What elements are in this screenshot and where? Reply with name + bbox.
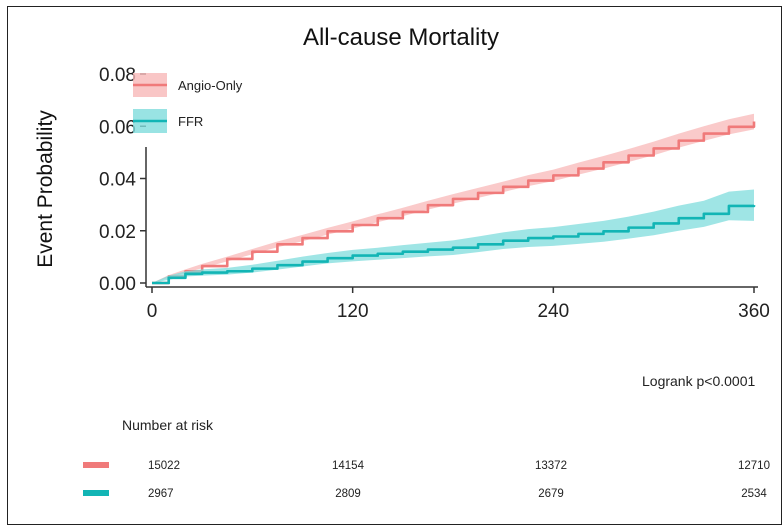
series-line-ffr	[152, 204, 756, 285]
risk-value-ffr: 2967	[148, 488, 174, 500]
x-tick-label: 120	[337, 301, 369, 322]
x-tick-label: 360	[738, 301, 770, 322]
plot-area	[152, 113, 756, 285]
risk-value-ffr: 2809	[335, 488, 361, 500]
series-line-angio-only	[152, 121, 756, 285]
risk-table-title: Number at risk	[122, 417, 214, 433]
y-tick-label: 0.06	[99, 117, 136, 138]
y-axis-label: Event Probability	[34, 110, 57, 268]
risk-value-angio-only: 12710	[738, 460, 770, 472]
risk-value-angio-only: 13372	[535, 460, 567, 472]
y-tick-label: 0.00	[99, 274, 136, 295]
risk-value-ffr: 2534	[741, 488, 767, 500]
logrank-annotation: Logrank p<0.0001	[642, 373, 755, 389]
legend: Angio-Only FFR	[133, 73, 243, 133]
risk-value-angio-only: 14154	[332, 460, 365, 472]
risk-value-angio-only: 15022	[148, 460, 180, 472]
chart-svg: All-cause Mortality Event Probability 0.…	[34, 24, 770, 500]
y-tick-label: 0.08	[99, 65, 136, 86]
risk-value-ffr: 2679	[538, 488, 564, 500]
chart-title: All-cause Mortality	[303, 24, 499, 51]
legend-label-ffr: FFR	[178, 114, 203, 129]
band-ffr	[152, 189, 754, 283]
legend-label-angio-only: Angio-Only	[178, 78, 243, 93]
y-tick-label: 0.04	[99, 170, 136, 191]
axes: 0.00 0.02 0.04 0.06 0.08 0 120 240 360	[99, 65, 770, 322]
x-tick-label: 0	[147, 301, 158, 322]
x-tick-label: 240	[537, 301, 569, 322]
risk-table: 15022 14154 13372 12710 2967 2809 2679 2534	[83, 460, 770, 500]
y-tick-label: 0.02	[99, 222, 136, 243]
chart-frame: All-cause Mortality Event Probability 0.…	[7, 6, 782, 525]
